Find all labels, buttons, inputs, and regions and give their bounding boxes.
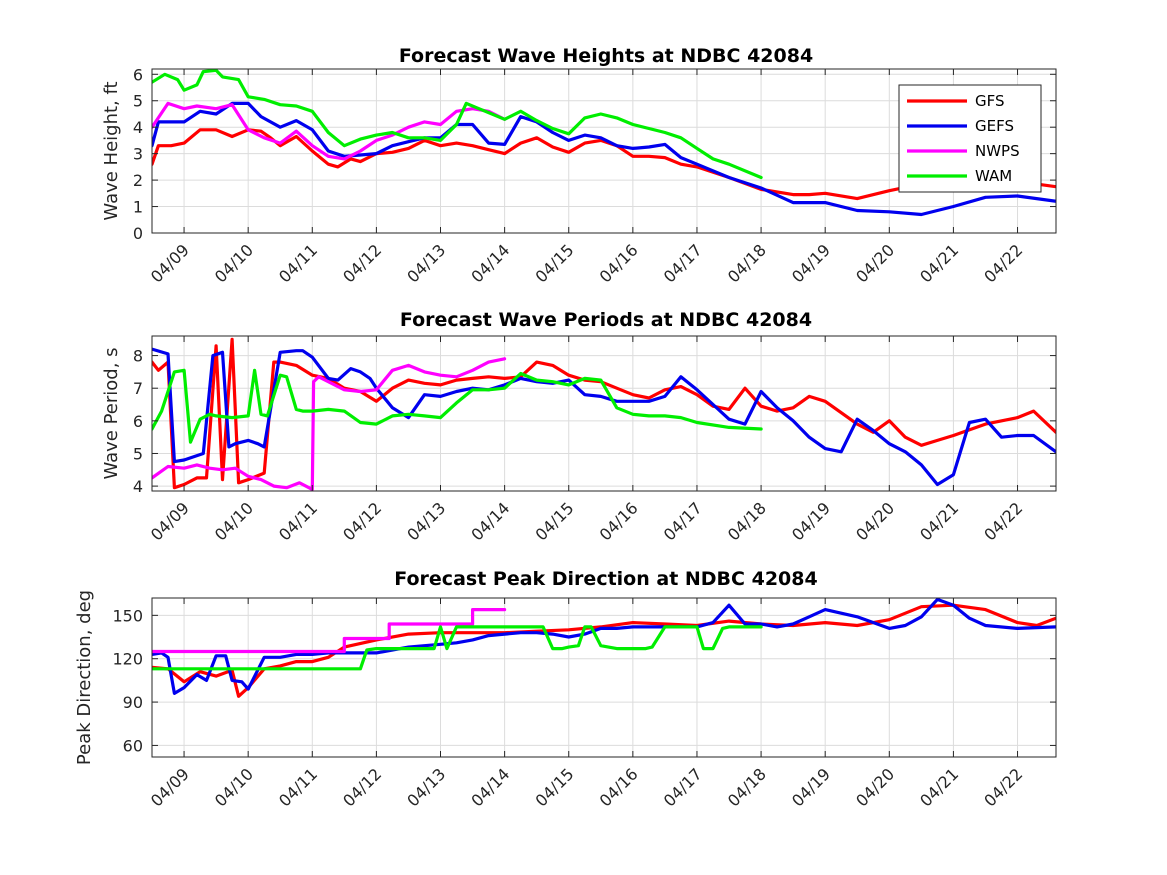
panel-direction: 60 90 120 150 04/09 04/10 04/11 04/12 04/13 04/14… (74, 568, 1057, 810)
x-tick-label: 04/10 (211, 764, 257, 810)
series-line-nwps (152, 101, 507, 161)
series-line-gfs (152, 128, 1056, 201)
x-tick-label: 04/14 (467, 764, 513, 810)
chart-title: Forecast Wave Periods at NDBC 42084 (400, 309, 812, 331)
x-tick-label: 04/11 (275, 498, 321, 544)
x-tick-label: 04/22 (980, 498, 1026, 544)
x-tick-label: 04/16 (596, 240, 642, 286)
series-line-nwps (152, 608, 507, 654)
x-tick-label: 04/15 (532, 764, 578, 810)
x-tick-label: 04/16 (596, 764, 642, 810)
y-axis-label: Peak Direction, deg (74, 590, 95, 765)
x-tick-label: 04/13 (403, 764, 449, 810)
x-tick-label: 04/12 (339, 764, 385, 810)
series-line-nwps (152, 357, 507, 491)
y-tick-label: 7 (133, 379, 143, 398)
y-tick-label: 4 (133, 118, 143, 137)
legend-label-gfs: GFS (975, 92, 1005, 110)
y-tick-label: 5 (133, 92, 143, 111)
y-tick-label: 6 (133, 412, 143, 431)
x-tick-label: 04/09 (147, 498, 193, 544)
legend-label-nwps: NWPS (975, 142, 1020, 160)
series-group (152, 598, 1056, 698)
y-tick-label: 4 (133, 477, 143, 496)
legend-label-gefs: GEFS (975, 117, 1014, 135)
x-tick-label: 04/11 (275, 764, 321, 810)
series-line-gefs (152, 598, 1056, 695)
x-tick-label: 04/21 (916, 240, 962, 286)
x-tick-label: 04/19 (788, 764, 834, 810)
x-tick-label: 04/10 (211, 498, 257, 544)
chart-title: Forecast Wave Heights at NDBC 42084 (399, 45, 813, 67)
x-tick-label: 04/13 (403, 498, 449, 544)
legend: GFS GEFS NWPS WAM (898, 84, 1042, 193)
y-tick-label: 60 (123, 736, 143, 755)
series-line-wam (152, 625, 763, 671)
x-tick-label: 04/19 (788, 240, 834, 286)
y-tick-label: 8 (133, 347, 143, 366)
x-tick-label: 04/20 (852, 240, 898, 286)
x-tick-label: 04/11 (275, 240, 321, 286)
y-tick-label: 3 (133, 145, 143, 164)
x-tick-label: 04/17 (660, 240, 706, 286)
y-tick-label: 150 (112, 606, 143, 625)
x-tick-label: 04/13 (403, 240, 449, 286)
y-tick-label: 6 (133, 65, 143, 84)
x-tick-label: 04/22 (980, 240, 1026, 286)
x-tick-label: 04/18 (724, 764, 770, 810)
axes-frame (151, 335, 1057, 492)
x-tick-label: 04/18 (724, 240, 770, 286)
x-tick-label: 04/20 (852, 498, 898, 544)
y-tick-label: 2 (133, 171, 143, 190)
series-line-gfs (152, 337, 1056, 490)
x-tick-label: 04/17 (660, 498, 706, 544)
x-tick-label: 04/18 (724, 498, 770, 544)
y-tick-label: 90 (123, 693, 143, 712)
x-tick-label: 04/20 (852, 764, 898, 810)
axes-frame (151, 597, 1057, 758)
y-tick-label: 5 (133, 444, 143, 463)
x-tick-label: 04/19 (788, 498, 834, 544)
y-tick-label: 120 (112, 650, 143, 669)
x-tick-label: 04/17 (660, 764, 706, 810)
x-tick-label: 04/14 (467, 240, 513, 286)
series-group (152, 337, 1056, 491)
y-axis-label: Wave Height, ft (101, 81, 122, 220)
legend-label-wam: WAM (975, 167, 1012, 185)
x-tick-label: 04/12 (339, 240, 385, 286)
x-tick-label: 04/10 (211, 240, 257, 286)
x-tick-label: 04/14 (467, 498, 513, 544)
panel-height: 0 1 2 3 4 5 6 04/09 04/10 04/11 04/12 04/13 04/14 04/… (101, 45, 1057, 286)
x-tick-label: 04/21 (916, 498, 962, 544)
y-tick-label: 0 (133, 224, 143, 243)
x-tick-label: 04/22 (980, 764, 1026, 810)
chart-title: Forecast Peak Direction at NDBC 42084 (394, 568, 817, 590)
series-group (152, 69, 1056, 217)
series-line-wam (152, 69, 763, 180)
x-tick-label: 04/21 (916, 764, 962, 810)
x-tick-label: 04/15 (532, 240, 578, 286)
x-tick-label: 04/16 (596, 498, 642, 544)
panel-period: 4 5 6 7 8 04/09 04/10 04/11 04/12 04/13 04/14 04/15… (101, 309, 1057, 544)
x-tick-label: 04/12 (339, 498, 385, 544)
legend-box (898, 84, 1042, 193)
y-tick-label: 1 (133, 198, 143, 217)
series-line-gefs (152, 101, 1056, 217)
series-line-gefs (152, 347, 1056, 487)
x-tick-label: 04/15 (532, 498, 578, 544)
y-axis-label: Wave Period, s (101, 347, 122, 479)
x-tick-label: 04/09 (147, 764, 193, 810)
x-tick-label: 04/09 (147, 240, 193, 286)
series-line-wam (152, 368, 763, 444)
axes-frame (151, 68, 1057, 234)
